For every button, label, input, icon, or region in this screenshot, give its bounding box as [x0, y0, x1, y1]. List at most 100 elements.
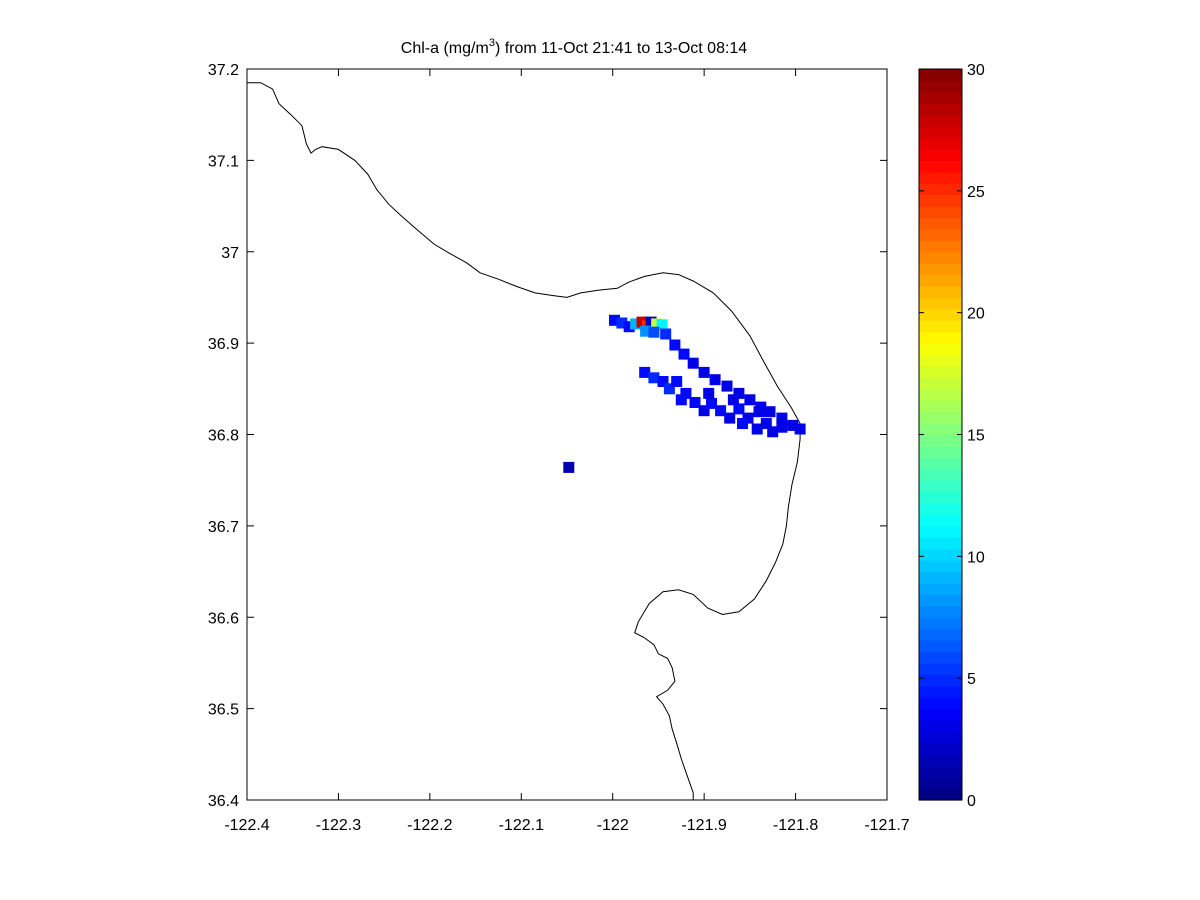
y-tick-label: 36.6 — [208, 610, 239, 627]
colorbar-segment — [919, 674, 962, 687]
data-point — [767, 426, 779, 438]
data-point — [737, 418, 748, 429]
colorbar-segment — [919, 594, 962, 607]
colorbar-segment — [919, 720, 962, 733]
x-tick-label: -122.3 — [316, 817, 361, 834]
data-point — [776, 412, 788, 424]
x-tick-label: -122 — [597, 817, 629, 834]
data-point — [727, 394, 739, 406]
colorbar-gradient — [919, 69, 962, 801]
data-point — [715, 405, 727, 417]
data-point — [744, 394, 756, 406]
colorbar-segment — [919, 480, 962, 493]
data-point — [753, 406, 765, 418]
y-tick-label: 37.2 — [208, 62, 239, 79]
data-point — [657, 376, 669, 387]
colorbar-segment — [919, 365, 962, 378]
plot-area — [247, 82, 806, 800]
colorbar-segment — [919, 411, 962, 424]
colorbar-segment — [919, 765, 962, 778]
colorbar-segment — [919, 742, 962, 755]
y-tick-label: 36.9 — [208, 336, 239, 353]
y-tick-label: 36.4 — [208, 793, 239, 810]
colorbar-segment — [919, 80, 962, 93]
colorbar-segment — [919, 297, 962, 310]
colorbar-segment — [919, 286, 962, 299]
data-point — [663, 383, 675, 395]
colorbar-segment — [919, 697, 962, 710]
colorbar: 0 5 10 15 20 25 30 — [918, 62, 985, 810]
y-tick-label: 36.8 — [208, 428, 239, 445]
colorbar-segment — [919, 148, 962, 161]
colorbar-segment — [919, 171, 962, 184]
colorbar-segment — [919, 777, 962, 790]
colorbar-segment — [919, 503, 962, 516]
colorbar-segment — [919, 331, 962, 344]
colorbar-segment — [919, 206, 962, 219]
data-point — [764, 406, 776, 418]
colorbar-segment — [919, 240, 962, 253]
colorbar-segment — [919, 445, 962, 458]
y-tick-label: 37 — [221, 245, 239, 262]
data-point — [760, 418, 772, 429]
colorbar-segment — [919, 114, 962, 127]
colorbar-segment — [919, 457, 962, 470]
x-tick-label: -121.9 — [681, 817, 726, 834]
colorbar-segment — [919, 69, 962, 82]
colorbar-segment — [919, 640, 962, 653]
data-point — [648, 372, 660, 384]
plot-frame — [246, 68, 888, 801]
colorbar-ticks: 0 5 10 15 20 25 30 — [919, 62, 985, 810]
x-tick-label: -121.8 — [773, 817, 818, 834]
colorbar-segment — [919, 228, 962, 241]
data-point — [706, 397, 717, 409]
colorbar-segment — [919, 160, 962, 173]
colorbar-segment — [919, 217, 962, 230]
colorbar-segment — [919, 434, 962, 447]
colorbar-segment — [919, 628, 962, 641]
colorbar-segment — [919, 400, 962, 413]
data-point — [639, 366, 651, 378]
colorbar-segment — [919, 525, 962, 538]
colorbar-segment — [919, 651, 962, 664]
colorbar-tick-label: 10 — [967, 549, 985, 566]
data-point — [563, 461, 575, 473]
colorbar-segment — [919, 560, 962, 573]
colorbar-segment — [919, 662, 962, 675]
y-tick-label: 37.1 — [208, 153, 239, 170]
colorbar-segment — [919, 514, 962, 527]
x-tick-label: -122.2 — [407, 817, 452, 834]
colorbar-segment — [919, 251, 962, 264]
colorbar-segment — [919, 708, 962, 721]
colorbar-segment — [919, 343, 962, 356]
data-point — [669, 339, 681, 351]
colorbar-segment — [919, 423, 962, 436]
data-point — [703, 387, 715, 399]
colorbar-segment — [919, 263, 962, 276]
data-point — [733, 403, 745, 415]
colorbar-tick-label: 0 — [967, 793, 976, 810]
colorbar-segment — [919, 617, 962, 630]
colorbar-segment — [919, 320, 962, 333]
colorbar-segment — [919, 103, 962, 116]
x-axis: -122.4 -122.3 -122.2 -122.1 -122 -121.9 -121.8… — [224, 69, 910, 834]
colorbar-segment — [919, 571, 962, 584]
colorbar-segment — [919, 183, 962, 196]
data-point — [648, 326, 660, 338]
data-point — [776, 421, 788, 433]
colorbar-segment — [919, 582, 962, 595]
x-tick-label: -122.1 — [499, 817, 544, 834]
colorbar-tick-label: 15 — [967, 428, 985, 445]
colorbar-segment — [919, 274, 962, 287]
colorbar-segment — [919, 548, 962, 561]
colorbar-segment — [919, 605, 962, 618]
colorbar-segment — [919, 388, 962, 401]
data-point — [675, 394, 687, 406]
y-tick-label: 36.7 — [208, 519, 239, 536]
x-tick-label: -121.7 — [864, 817, 909, 834]
colorbar-segment — [919, 137, 962, 150]
colorbar-segment — [919, 91, 962, 104]
colorbar-segment — [919, 537, 962, 550]
colorbar-tick-label: 5 — [967, 671, 976, 688]
colorbar-tick-label: 20 — [967, 306, 985, 323]
